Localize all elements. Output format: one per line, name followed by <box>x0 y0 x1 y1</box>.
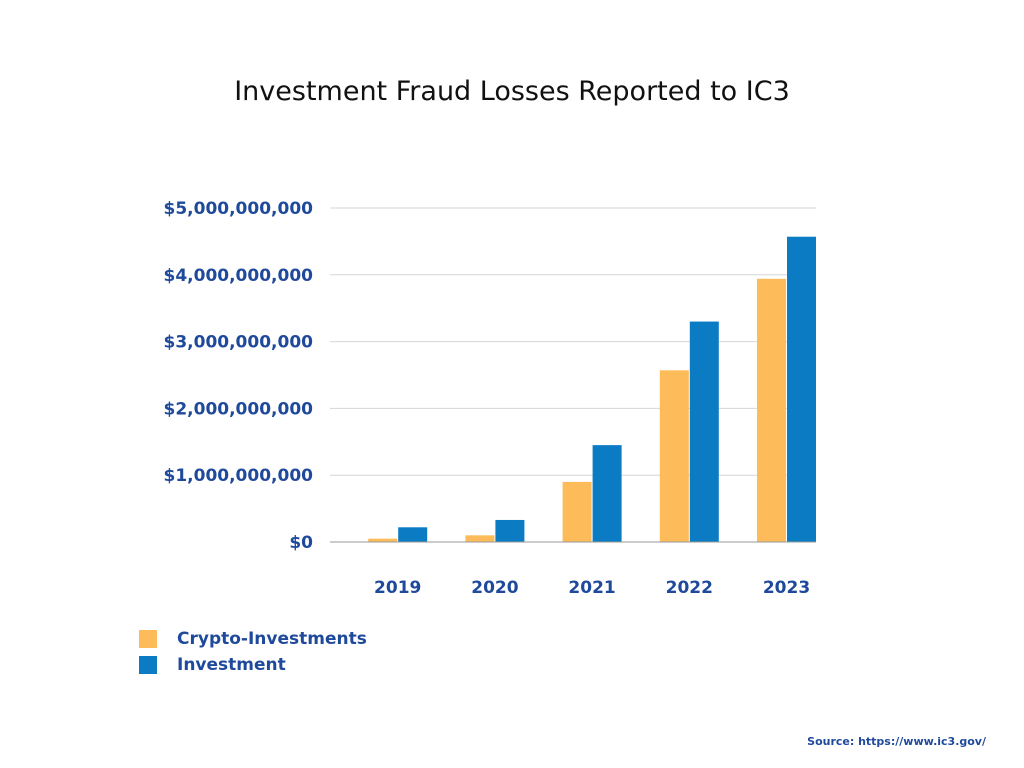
bar-crypto-2021 <box>562 481 592 542</box>
y-tick-label: $1,000,000,000 <box>164 466 314 486</box>
legend-swatch-investment <box>139 656 157 674</box>
y-tick-label: $5,000,000,000 <box>164 199 314 219</box>
bar-investment-2023 <box>787 236 816 542</box>
legend-label-investment: Investment <box>177 655 286 675</box>
source-note: Source: https://www.ic3.gov/ <box>807 735 986 748</box>
y-tick-label: $0 <box>289 533 313 553</box>
y-tick-label: $3,000,000,000 <box>164 333 314 353</box>
legend: Crypto-Investments Investment <box>139 626 367 678</box>
y-axis-ticks: $0 $1,000,000,000 $2,000,000,000 $3,000,000… <box>164 199 314 553</box>
y-tick-label: $4,000,000,000 <box>164 266 314 286</box>
x-tick-label: 2022 <box>666 578 713 598</box>
bar-crypto-2023 <box>757 278 786 542</box>
legend-swatch-crypto <box>139 630 157 648</box>
legend-label-crypto: Crypto-Investments <box>177 629 367 649</box>
x-tick-label: 2023 <box>763 578 810 598</box>
bar-crypto-2022 <box>659 370 689 542</box>
x-axis-ticks: 2019 2020 2021 2022 2023 <box>374 578 810 598</box>
bar-investment-2020 <box>495 519 525 542</box>
bar-investment-2022 <box>689 321 719 542</box>
bar-investment-2021 <box>592 445 622 542</box>
bar-crypto-2020 <box>465 535 495 542</box>
legend-item-crypto: Crypto-Investments <box>139 626 367 652</box>
bar-crypto-2019 <box>368 538 398 542</box>
bars <box>368 236 816 542</box>
x-tick-label: 2020 <box>471 578 518 598</box>
bar-investment-2019 <box>398 527 428 542</box>
x-tick-label: 2019 <box>374 578 421 598</box>
gridlines <box>330 207 816 476</box>
y-tick-label: $2,000,000,000 <box>164 399 314 419</box>
legend-item-investment: Investment <box>139 652 367 678</box>
chart-title: Investment Fraud Losses Reported to IC3 <box>234 76 790 107</box>
x-tick-label: 2021 <box>568 578 615 598</box>
